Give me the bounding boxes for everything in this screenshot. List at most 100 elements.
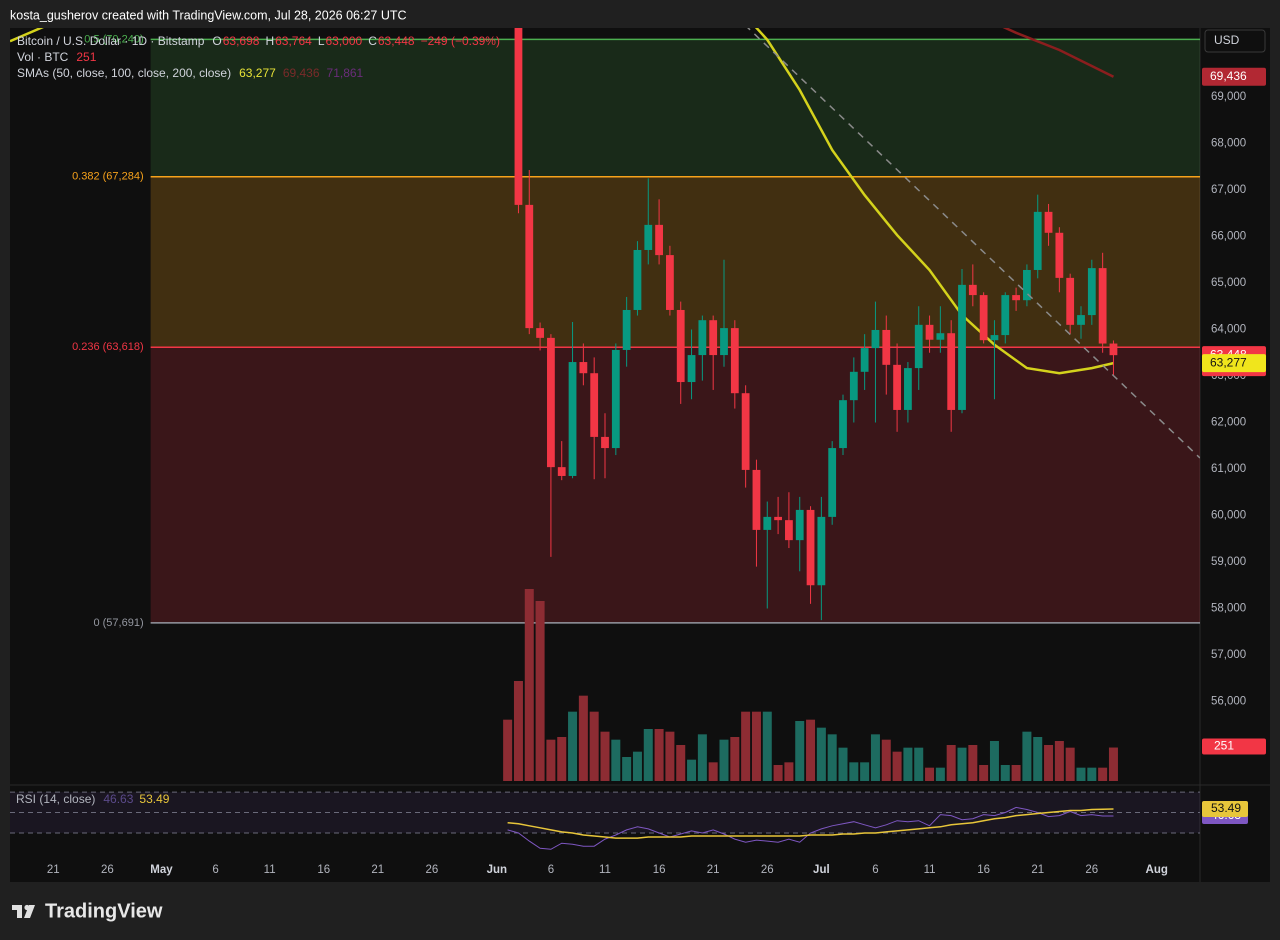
volume-bar <box>1087 767 1097 781</box>
currency-box[interactable] <box>1204 29 1266 53</box>
volume-bar <box>687 759 697 781</box>
chart-area <box>10 28 1270 882</box>
candle-body <box>860 348 869 372</box>
candle-body <box>730 328 739 394</box>
fib-zone <box>150 347 1200 623</box>
volume-bar <box>968 745 978 781</box>
rsi-tag <box>1202 800 1248 817</box>
volume-bar <box>730 737 740 781</box>
candle-body <box>1012 295 1020 301</box>
x-tick-label: Jul <box>813 864 830 876</box>
candle-body <box>557 467 566 476</box>
volume-bar <box>557 737 567 781</box>
y-tick-label: 59,000 <box>1211 556 1246 568</box>
y-tick-label: 65,000 <box>1211 277 1246 289</box>
x-tick-label: 26 <box>761 864 774 876</box>
candle-body <box>666 255 674 310</box>
y-tick-label: 58,000 <box>1211 603 1246 615</box>
candle-body <box>914 324 923 369</box>
rsi-line <box>507 808 1114 839</box>
candle-body <box>676 309 685 383</box>
volume-bar <box>903 747 913 781</box>
candle-body <box>709 320 718 356</box>
candle-body <box>1077 315 1085 325</box>
candle-body <box>904 368 912 410</box>
volume-bar <box>1076 767 1086 781</box>
candle-body <box>936 333 945 340</box>
candle-body <box>806 509 815 586</box>
legend-value: 63,698 <box>223 34 260 48</box>
candle-body <box>698 320 707 356</box>
x-tick-label: 26 <box>101 864 114 876</box>
candle-body <box>785 520 793 541</box>
candle-body <box>968 284 977 296</box>
volume-bar <box>806 719 816 781</box>
price-pane <box>10 28 1200 781</box>
volume-bar <box>513 681 523 781</box>
volume-bar <box>1054 741 1064 781</box>
volume-bar <box>546 739 556 781</box>
rsi-legend-title: RSI (14, close) <box>16 792 95 806</box>
candle-body <box>1033 211 1042 270</box>
volume-bar <box>708 762 718 781</box>
price-tag-label: 63,277 <box>1210 355 1247 369</box>
volume-bar <box>989 741 999 781</box>
legend-key: L <box>318 34 325 48</box>
volume-bar <box>622 757 632 781</box>
volume-bar <box>773 765 783 781</box>
volume-bar <box>795 721 805 781</box>
candle-body <box>882 329 891 365</box>
volume-bar <box>589 711 599 781</box>
volume-tag-label: 251 <box>1214 739 1234 753</box>
volume-bar <box>611 739 621 781</box>
x-tick-label: 26 <box>1085 864 1098 876</box>
x-tick-label: 21 <box>707 864 720 876</box>
legend-key: O <box>212 34 221 48</box>
legend-value: 63,000 <box>326 34 363 48</box>
volume-bar <box>600 731 610 781</box>
x-tick-label: Aug <box>1146 864 1168 876</box>
brand: TradingView <box>45 900 163 922</box>
candle-body <box>990 335 999 341</box>
volume-bar <box>741 711 751 781</box>
y-tick-label: 64,000 <box>1211 324 1246 336</box>
candle-body <box>839 400 847 449</box>
fib-label: 0.236 (63,618) <box>72 341 144 353</box>
candle-body <box>601 436 609 449</box>
candle-body <box>741 393 750 470</box>
y-tick-label: 62,000 <box>1211 417 1246 429</box>
sma-legend-value: 63,277 <box>239 66 276 80</box>
x-tick-label: 26 <box>426 864 439 876</box>
sma-legend-value: 71,861 <box>327 66 364 80</box>
x-tick-label: 21 <box>1031 864 1044 876</box>
volume-bar <box>870 734 880 781</box>
legend-change: −249 (−0.39%) <box>421 34 500 48</box>
volume-legend-title: Vol · BTC <box>17 50 69 64</box>
y-tick-label: 69,000 <box>1211 91 1246 103</box>
candle-body <box>644 224 653 250</box>
fib-zone <box>150 39 1200 177</box>
candle-body <box>579 362 588 374</box>
volume-bar <box>816 727 826 781</box>
candle-body <box>925 324 934 340</box>
candle-body <box>849 371 858 401</box>
logo <box>12 904 35 918</box>
rsi-pane <box>10 791 1200 850</box>
volume-bar <box>1098 767 1108 781</box>
volume-bar <box>524 589 534 781</box>
candle-body <box>536 328 544 338</box>
rsi-legend-value: 46.63 <box>103 792 133 806</box>
currency: USD <box>1214 33 1240 47</box>
volume-bar <box>1000 765 1010 781</box>
volume-bar <box>676 745 686 781</box>
volume-bar <box>925 767 935 781</box>
legend-key: H <box>265 34 274 48</box>
logo-dot <box>24 904 30 911</box>
volume-bar <box>568 711 578 781</box>
x-tick-label: 11 <box>264 864 276 876</box>
volume-bar <box>957 747 967 781</box>
volume-bar <box>665 731 675 781</box>
y-tick-label: 66,000 <box>1211 231 1246 243</box>
volume-bar <box>849 762 859 781</box>
rsi-legend-value: 53.49 <box>139 792 169 806</box>
